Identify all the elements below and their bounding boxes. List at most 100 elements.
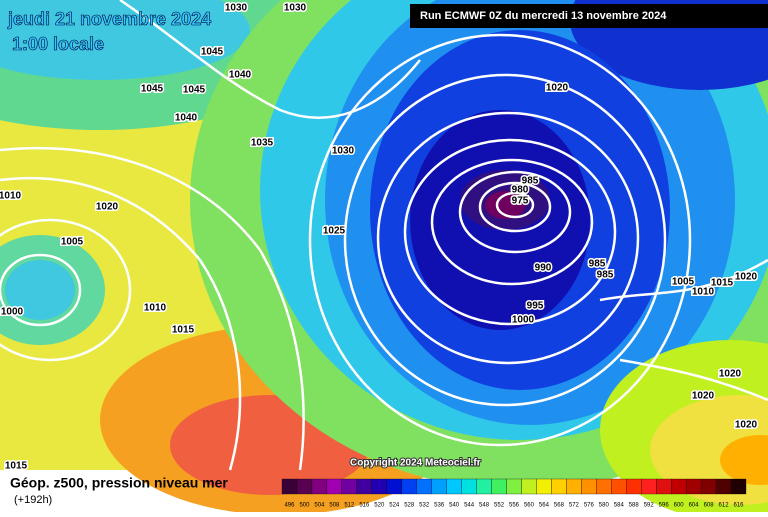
isobar-label: 1015	[172, 325, 195, 336]
colorbar-swatch	[356, 478, 372, 495]
colorbar-swatch	[730, 478, 747, 495]
colorbar-swatch	[401, 478, 417, 495]
colorbar-swatch	[656, 478, 672, 495]
colorbar-swatch	[446, 478, 462, 495]
isobar-label: 1015	[711, 278, 734, 289]
isobar-label: 1040	[175, 113, 198, 124]
colorbar-label: 580	[599, 503, 610, 509]
isobar-label: 1020	[735, 272, 758, 283]
colorbar-label: 500	[299, 503, 310, 509]
isobar-label: 1010	[0, 191, 22, 202]
colorbar-swatch	[491, 478, 507, 495]
colorbar-label: 508	[329, 503, 340, 509]
isobar-label: 1020	[546, 83, 569, 94]
isobar-label: 1030	[225, 3, 248, 14]
isobar-label: 980	[512, 185, 529, 196]
isobar-label: 1000	[512, 315, 535, 326]
colorbar-label: 516	[359, 503, 370, 509]
isobar-label: 985	[597, 270, 614, 281]
colorbar-swatch	[536, 478, 552, 495]
colorbar-swatch	[685, 478, 702, 495]
colorbar: 496 500 504 508 512 516 520 524 528 532 536 540 544 5…	[281, 478, 747, 509]
isobar-label: 1025	[323, 226, 346, 237]
colorbar-swatch	[700, 478, 717, 495]
colorbar-label: 540	[449, 503, 460, 509]
isobar-label: 1005	[672, 277, 695, 288]
colorbar-swatch	[296, 478, 313, 495]
run-info: Run ECMWF 0Z du mercredi 13 novembre 202…	[420, 10, 667, 22]
colorbar-swatch	[611, 478, 627, 495]
colorbar-label: 524	[389, 503, 400, 509]
colorbar-swatch	[386, 478, 402, 495]
colorbar-swatch	[641, 478, 657, 495]
isobar-label: 985	[522, 176, 539, 187]
colorbar-label: 600	[674, 503, 685, 509]
colorbar-label: 552	[494, 503, 505, 509]
isobar-label: 1015	[5, 461, 28, 472]
colorbar-swatch	[596, 478, 612, 495]
isobar-label: 995	[527, 301, 544, 312]
isobar-label: 1000	[1, 307, 24, 318]
colorbar-label: 576	[584, 503, 595, 509]
isobar-label: 1030	[284, 3, 307, 14]
isobar-label: 1035	[251, 138, 274, 149]
colorbar-label: 612	[719, 503, 730, 509]
colorbar-swatch	[281, 478, 298, 495]
colorbar-swatch	[506, 478, 522, 495]
colorbar-label: 568	[554, 503, 565, 509]
colorbar-swatch	[671, 478, 687, 495]
isobar-label: 1020	[692, 391, 715, 402]
colorbar-swatch	[581, 478, 597, 495]
isobar-label: 1045	[141, 84, 164, 95]
colorbar-swatch	[476, 478, 492, 495]
lead-time: (+192h)	[14, 494, 52, 506]
copyright: Copyright 2024 Meteociel.fr	[350, 458, 481, 469]
colorbar-swatch	[341, 478, 357, 495]
colorbar-swatch	[566, 478, 582, 495]
colorbar-swatch	[715, 478, 732, 495]
isobar-label: 1005	[61, 237, 84, 248]
colorbar-swatch	[626, 478, 642, 495]
colorbar-label: 560	[524, 503, 535, 509]
colorbar-label: 544	[464, 503, 475, 509]
colorbar-label: 532	[419, 503, 430, 509]
run-box	[410, 4, 768, 28]
isobar-label: 1045	[201, 47, 224, 58]
isobar-label: 1030	[332, 146, 355, 157]
isobar-label: 990	[535, 263, 552, 274]
colorbar-label: 520	[374, 503, 385, 509]
isobars	[0, 0, 768, 471]
colorbar-swatch	[326, 478, 343, 495]
isobar-label: 1020	[96, 202, 119, 213]
isobar-label: 1020	[735, 420, 758, 431]
isobar-label: 1040	[229, 70, 252, 81]
isobar-label: 1010	[144, 303, 167, 314]
isobar-label: 975	[512, 196, 529, 207]
isobar-label: 1045	[183, 85, 206, 96]
colorbar-swatch	[431, 478, 447, 495]
isobar-labels: 1030 1030 1045 1040 1045 1045 1040 1035 1030 1020…	[0, 1, 759, 473]
colorbar-swatch	[521, 478, 537, 495]
isobar-label: 985	[589, 259, 606, 270]
isobar-label: 1010	[692, 287, 715, 298]
colorbar-label: 588	[629, 503, 640, 509]
colorbar-swatch	[311, 478, 328, 495]
colorbar-swatch	[371, 478, 387, 495]
colorbar-swatch	[551, 478, 567, 495]
legend-title: Géop. z500, pression niveau mer	[10, 475, 228, 491]
isobar-label: 1020	[719, 369, 742, 380]
colorbar-label: 504	[314, 503, 325, 509]
colorbar-label: 608	[704, 503, 715, 509]
colorbar-label: 572	[569, 503, 580, 509]
colorbar-swatch	[461, 478, 477, 495]
colorbar-label: 548	[479, 503, 490, 509]
colorbar-label: 584	[614, 503, 625, 509]
colorbar-label: 592	[644, 503, 655, 509]
colorbar-label: 604	[689, 503, 700, 509]
colorbar-label: 528	[404, 503, 415, 509]
colorbar-label: 536	[434, 503, 445, 509]
colorbar-label: 556	[509, 503, 520, 509]
colorbar-label: 496	[284, 503, 295, 509]
colorbar-label: 564	[539, 503, 550, 509]
